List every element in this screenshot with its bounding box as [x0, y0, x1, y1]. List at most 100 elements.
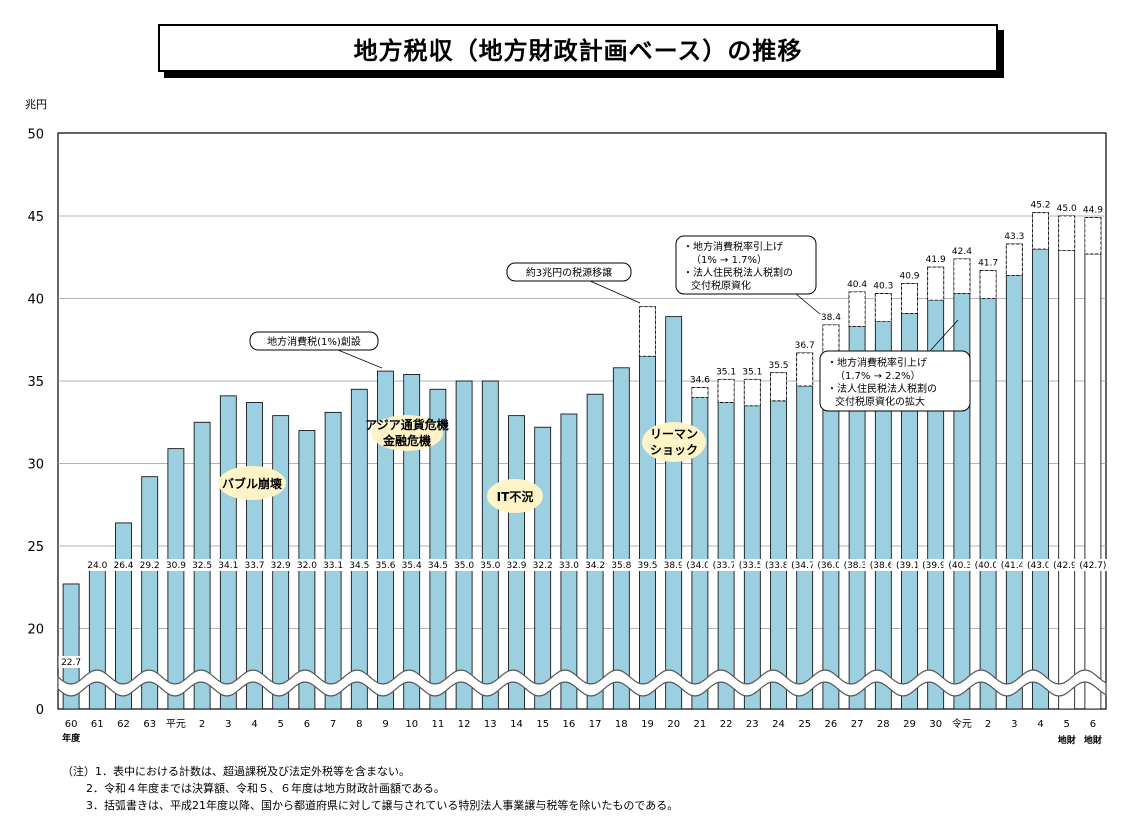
x-tick-label: 14 — [510, 719, 523, 730]
y-axis-unit: 兆円 — [25, 98, 47, 111]
bar-top-label: 34.6 — [690, 376, 710, 386]
bar-top-label: 36.7 — [795, 341, 815, 351]
bar-inner-label: (39.9) — [922, 561, 949, 571]
bar-top-label: 35.1 — [742, 367, 762, 377]
callout-text: （1.7% → 2.2%） — [835, 370, 921, 382]
bar — [219, 395, 237, 710]
bar-inner-label: (34.0) — [686, 561, 713, 571]
event-bubble — [371, 415, 443, 451]
transferred-tax-segment — [743, 378, 761, 407]
bar-top-label: 40.4 — [847, 280, 867, 290]
x-tick-label: 2 — [985, 719, 991, 730]
bar-inner-label: 26.4 — [113, 561, 133, 571]
y-tick-label: 0 — [36, 703, 44, 718]
bar-inner-label: (33.8) — [765, 561, 792, 571]
bar-inner-label: 34.5 — [349, 561, 369, 571]
bar-top-label: 38.4 — [821, 313, 841, 323]
x-tick-label: 16 — [563, 719, 576, 730]
chart-title-box: 地方税収（地方財政計画ベース）の推移 — [158, 24, 998, 72]
bar-label-bg — [451, 559, 477, 571]
bar-label-bg — [294, 559, 320, 571]
event-bubble — [642, 422, 706, 462]
bar-label-bg — [241, 559, 268, 571]
bar-label-bg — [189, 559, 215, 571]
footnote-2: 2．令和４年度までは決算額、令和５、６年度は地方財政計画額である。 — [86, 782, 445, 795]
x-tick-label: 3 — [225, 719, 231, 730]
bar-inner-label: 32.9 — [271, 561, 291, 571]
transferred-tax-segment — [1084, 217, 1102, 255]
event-label: リーマン — [650, 427, 698, 441]
bar-inner-label: 32.2 — [533, 561, 553, 571]
x-tick-label: 8 — [356, 719, 362, 730]
bar — [88, 562, 106, 710]
bar — [717, 378, 735, 710]
x-tick-label: 60 — [65, 719, 78, 730]
y-tick-label: 20 — [27, 623, 44, 638]
bar-top-label: 40.3 — [873, 282, 893, 292]
transferred-tax-segment — [927, 266, 945, 301]
plot-area — [57, 132, 1107, 710]
bar — [796, 352, 814, 710]
x-tick-label: 21 — [694, 719, 707, 730]
bar-label-bg — [215, 559, 241, 571]
y-tick-label: 25 — [27, 540, 44, 555]
event-bubble — [218, 466, 286, 500]
bar — [770, 372, 787, 710]
bar — [403, 373, 421, 710]
x-tick-label: 25 — [798, 719, 811, 730]
bar — [953, 258, 971, 710]
bar — [246, 402, 263, 710]
bar-inner-label: 34.1 — [218, 561, 238, 571]
footnote-3: 3．括弧書きは、平成21年度以降、国から都道府県に対して譲与されている特別法人事… — [86, 799, 679, 812]
x-tick-label: 12 — [458, 719, 471, 730]
callout-text: （1% → 1.7%） — [691, 254, 767, 266]
x-tick-label: 6 — [304, 719, 310, 730]
event-label: 金融危機 — [382, 433, 431, 448]
bar-label-bg — [163, 559, 189, 571]
bar-inner-label: (33.7) — [713, 561, 740, 571]
chart-title: 地方税収（地方財政計画ベース）の推移 — [353, 36, 803, 65]
callout-text: ・法人住民税法人税割の — [683, 266, 793, 279]
bar-inner-label: 24.0 — [87, 561, 107, 571]
transferred-tax-segment — [953, 258, 971, 294]
bar-inner-label: 30.9 — [166, 561, 186, 571]
bar-label-bg — [137, 559, 163, 571]
event-label: IT不況 — [497, 489, 534, 504]
y-tick-label: 35 — [27, 375, 44, 390]
x-tick-label: 2 — [199, 719, 205, 730]
x-tick-label: 9 — [382, 719, 388, 730]
bar-label-bg — [268, 559, 294, 571]
bar — [141, 476, 159, 710]
callout-box — [249, 331, 379, 351]
bar-label-bg — [372, 559, 399, 571]
x-tick-label: 23 — [746, 719, 759, 730]
bar — [586, 393, 604, 710]
x-tick-label: 22 — [720, 719, 733, 730]
transferred-tax-segment — [1005, 243, 1023, 276]
bar-top-label: 45.0 — [1057, 204, 1077, 214]
bar-inner-label: (42.7) — [1079, 561, 1106, 571]
callout-pointer — [589, 280, 641, 304]
bar-inner-label: (40.0) — [975, 561, 1002, 571]
bar — [979, 270, 997, 710]
y-tick-label: 30 — [27, 458, 44, 473]
bar — [167, 448, 185, 710]
bar-label-bg — [58, 656, 84, 668]
bar — [62, 583, 80, 710]
x-tick-label: 6 — [1090, 719, 1096, 730]
bar-inner-label: 32.5 — [192, 561, 212, 571]
x-tick-label: 令元 — [952, 717, 972, 730]
x-tick-label: 28 — [877, 719, 890, 730]
callout-text: 交付税原資化 — [691, 279, 751, 292]
bar — [115, 522, 132, 710]
x-tick-label: 13 — [484, 719, 497, 730]
event-label: バブル崩壊 — [222, 476, 283, 491]
bar-inner-label: 35.0 — [480, 561, 500, 571]
x-tick-label: 5 — [278, 719, 284, 730]
plan-flag-label: 地財 — [1058, 734, 1076, 746]
bar — [612, 367, 630, 710]
bar-inner-label: (38.6) — [870, 561, 897, 571]
x-tick-label: 26 — [825, 719, 838, 730]
bar-inner-label: (33.5) — [739, 561, 766, 571]
bar-inner-label: (38.3) — [844, 561, 871, 571]
